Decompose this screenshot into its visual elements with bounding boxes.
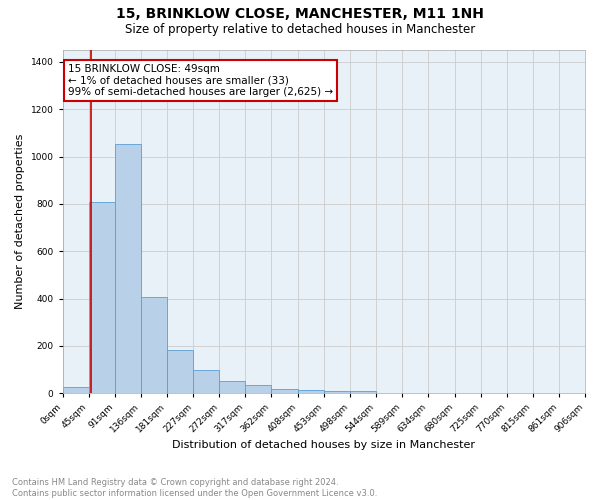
Bar: [193, 370, 220, 394]
Bar: [298, 390, 324, 394]
Bar: [271, 388, 298, 394]
X-axis label: Distribution of detached houses by size in Manchester: Distribution of detached houses by size …: [172, 440, 475, 450]
Text: 15, BRINKLOW CLOSE, MANCHESTER, M11 1NH: 15, BRINKLOW CLOSE, MANCHESTER, M11 1NH: [116, 8, 484, 22]
Y-axis label: Number of detached properties: Number of detached properties: [15, 134, 25, 310]
Bar: [115, 144, 141, 394]
Bar: [324, 391, 350, 394]
Text: Contains HM Land Registry data © Crown copyright and database right 2024.
Contai: Contains HM Land Registry data © Crown c…: [12, 478, 377, 498]
Bar: [141, 298, 167, 394]
Bar: [245, 385, 271, 394]
Bar: [350, 391, 376, 394]
Bar: [62, 388, 89, 394]
Bar: [220, 381, 245, 394]
Text: Size of property relative to detached houses in Manchester: Size of property relative to detached ho…: [125, 22, 475, 36]
Bar: [89, 202, 115, 394]
Bar: [167, 350, 193, 394]
Text: 15 BRINKLOW CLOSE: 49sqm
← 1% of detached houses are smaller (33)
99% of semi-de: 15 BRINKLOW CLOSE: 49sqm ← 1% of detache…: [68, 64, 333, 97]
